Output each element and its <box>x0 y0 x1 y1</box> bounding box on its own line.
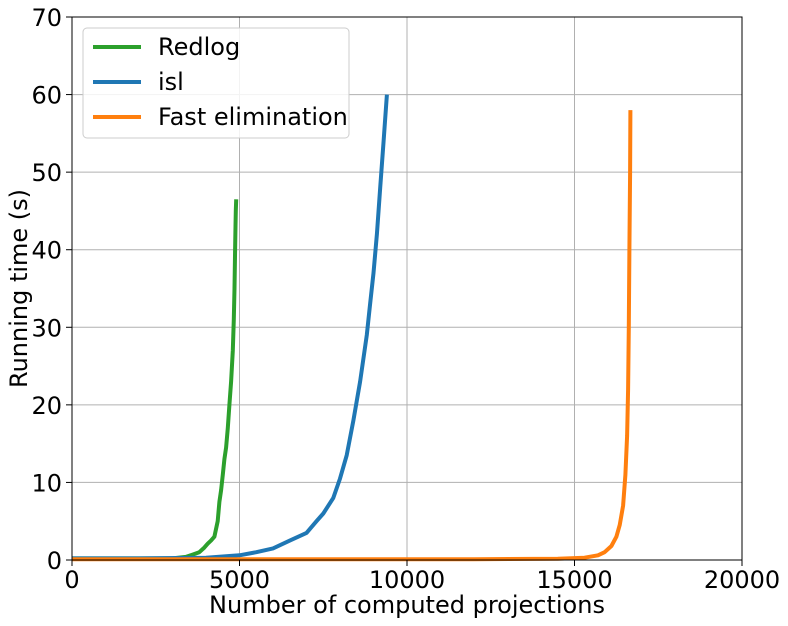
legend: Redlog isl Fast elimination <box>82 27 350 139</box>
y-tick-label: 0 <box>47 547 62 575</box>
y-tick-label: 60 <box>31 82 62 110</box>
x-axis-label: Number of computed projections <box>209 591 605 619</box>
legend-label-isl: isl <box>158 68 184 96</box>
x-tick-label: 5000 <box>209 566 270 594</box>
y-tick-label: 50 <box>31 159 62 187</box>
x-tick-label: 0 <box>64 566 79 594</box>
series-lines <box>72 94 633 562</box>
y-tick-label: 10 <box>31 469 62 497</box>
series-line-fast-elimination <box>72 110 633 562</box>
x-tick-label: 15000 <box>536 566 612 594</box>
y-tick-label: 70 <box>31 4 62 32</box>
y-tick-label: 30 <box>31 314 62 342</box>
legend-label-fast-elimination: Fast elimination <box>158 103 348 131</box>
x-tick-label: 20000 <box>704 566 780 594</box>
x-tick-label: 10000 <box>369 566 445 594</box>
legend-box <box>82 27 350 139</box>
y-tick-label: 40 <box>31 237 62 265</box>
y-tick-label: 20 <box>31 392 62 420</box>
series-line-isl <box>72 94 389 561</box>
x-axis-ticks: 0 5000 10000 15000 20000 <box>64 560 780 594</box>
legend-label-redlog: Redlog <box>158 33 240 61</box>
y-axis-ticks: 0 10 20 30 40 50 60 70 <box>31 4 72 575</box>
y-axis-label: Running time (s) <box>5 189 33 388</box>
series-line-redlog <box>72 199 239 561</box>
